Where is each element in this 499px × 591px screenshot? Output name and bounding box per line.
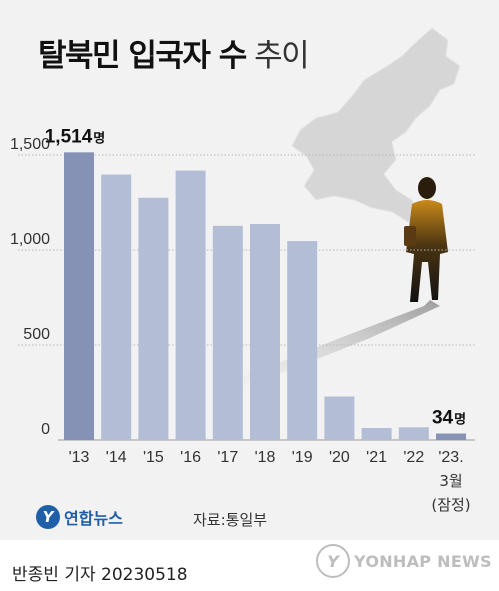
yonhap-watermark: Y YONHAP NEWS — [316, 544, 492, 578]
y-axis-ticks: 0 500 1,000 1,500 — [10, 136, 50, 438]
walking-person-silhouette-icon — [404, 177, 448, 302]
yonhap-watermark-icon: Y — [316, 544, 350, 578]
x-tick-label: '19 — [292, 449, 313, 466]
data-label-unit: 명 — [454, 412, 466, 428]
x-tick-note: (잠정) — [431, 496, 470, 514]
y-tick-label: 500 — [23, 326, 50, 343]
bar-14 — [101, 174, 132, 440]
x-tick-label: '16 — [180, 449, 201, 466]
yonhap-logo: Y 연합뉴스 — [36, 505, 123, 529]
bar-17 — [212, 225, 243, 440]
x-tick-label: '23. — [438, 449, 463, 466]
yonhap-logo-icon: Y — [36, 505, 60, 529]
x-tick-label: '21 — [366, 449, 387, 466]
x-tick-label: '13 — [69, 449, 90, 466]
yonhap-logo-text: 연합뉴스 — [64, 509, 123, 528]
x-tick-note: 3월 — [439, 472, 462, 490]
bar-21 — [361, 428, 392, 440]
title-main: 탈북민 입국자 수 — [38, 38, 247, 74]
data-label-unit: 명 — [93, 130, 105, 146]
title-sub: 추이 — [254, 38, 310, 74]
y-tick-label: 1,000 — [10, 231, 50, 248]
x-tick-label: '20 — [329, 449, 350, 466]
bar-22 — [398, 427, 429, 440]
y-tick-label: 1,500 — [10, 136, 50, 153]
x-tick-label: '14 — [106, 449, 127, 466]
source-note: 자료:통일부 — [193, 511, 268, 529]
x-tick-label: '22 — [403, 449, 424, 466]
data-label-value: 1,514 — [45, 126, 93, 147]
y-tick-label: 0 — [41, 421, 50, 438]
bar-16 — [175, 170, 206, 440]
reporter-credit: 반종빈 기자 20230518 — [12, 565, 188, 585]
bar-23 — [436, 433, 466, 440]
x-tick-label: '17 — [217, 449, 238, 466]
data-label-value: 34 — [432, 408, 454, 429]
bar-19 — [287, 241, 318, 440]
bar-15 — [138, 197, 169, 440]
x-tick-label: '15 — [143, 449, 164, 466]
korean-peninsula-map-icon — [291, 27, 461, 223]
chart-title: 탈북민 입국자 수 추이 — [38, 30, 310, 75]
bar-18 — [250, 223, 280, 440]
watermark-text: YONHAP NEWS — [354, 551, 492, 571]
data-label: 34명 — [432, 408, 466, 429]
footer: 반종빈 기자 20230518 Y YONHAP NEWS — [0, 540, 499, 591]
data-label: 1,514명 — [45, 126, 106, 147]
bar-20 — [324, 396, 355, 440]
x-axis-ticks: '13 '14 '15 '16 '17 '18 '19 '20 '21 '22 '23. 3월 (잠정) — [69, 449, 471, 514]
bar-13 — [64, 152, 94, 440]
x-tick-label: '18 — [255, 449, 276, 466]
bars — [64, 152, 466, 440]
